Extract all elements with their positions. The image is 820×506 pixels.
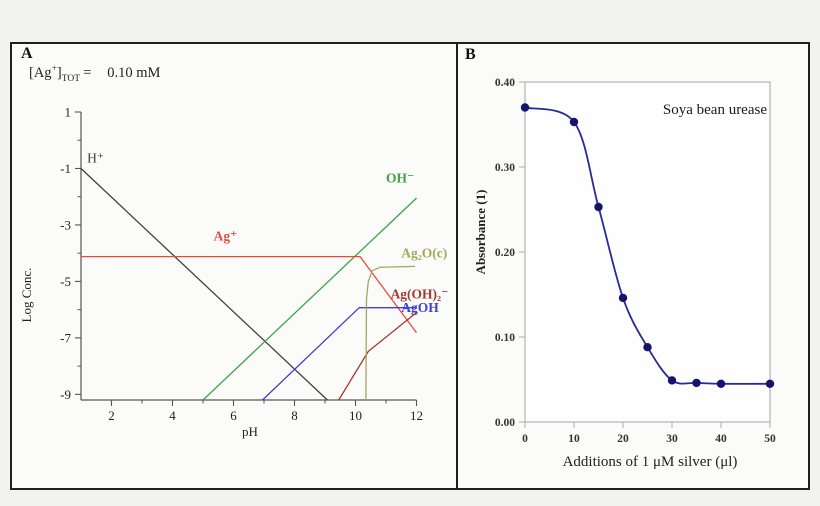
x-tick-label: 20 [617,433,629,445]
y-tick-label: 1 [65,105,72,120]
y-tick-label: -9 [60,387,71,402]
x-tick-label: 12 [410,408,423,423]
y-tick-label: -3 [60,217,71,232]
AgOH-line [262,307,417,401]
y-tick-label: 0.00 [495,417,515,429]
annotation-value: 0.10 mM [107,65,161,81]
H+-label: H⁺ [87,150,104,165]
plot-frame [524,81,771,423]
data-point-marker [692,378,701,388]
OH--line [202,197,417,401]
x-tick-label: 8 [291,408,298,423]
panel-divider [456,42,458,490]
annotation-subscript: TOT [61,74,81,84]
Ag(OH)2--line [338,311,417,401]
Ag2O(c)-line [365,265,416,401]
AgOH-label: AgOH [401,300,439,315]
OH--label: OH⁻ [386,171,414,186]
y-tick-label: 0.40 [495,77,515,89]
Ag(OH)2--label: Ag(OH)₂⁻ [391,286,449,301]
Ag2O(c)-label: Ag₂O(c) [401,245,447,260]
panel-a-label: A [21,45,33,62]
data-point-marker [520,103,530,112]
total-silver-annotation: [Ag+]TOT = 0.10 mM [29,64,160,84]
plot-title: Soya bean urease [663,102,767,118]
urease-chart: 0.00 0.10 0.20 0.30 0.40 0 10 20 30 40 50 Soya bean… [495,77,776,445]
panel-b-label: B [465,46,476,63]
y-tick-label: 0.30 [495,162,515,174]
x-tick-label: 40 [715,433,727,445]
x-tick-label: 4 [169,408,176,423]
x-tick-label: 30 [666,433,678,445]
x-tick-label: 6 [230,408,237,423]
absorbance-curve [524,106,771,385]
data-point-marker [569,117,579,127]
annotation-bracket-close: ] [56,65,62,81]
data-point-marker [765,379,775,388]
data-point-marker [594,202,603,212]
data-point-marker [643,343,652,352]
y-tick-label: -1 [60,161,71,176]
y-tick-label: -7 [60,330,71,345]
y-tick-label: 0.20 [495,247,515,259]
y-tick-label: 0.10 [495,332,515,344]
x-tick-label: 0 [522,433,528,445]
y-tick-label: -5 [60,274,71,289]
annotation-superscript: + [51,64,57,74]
x-tick-label: 2 [108,408,115,423]
H+-line [80,168,328,401]
x-tick-label: 10 [349,408,362,423]
annotation-bracket-open: [Ag [29,65,52,81]
panel-b-x-axis-title: Additions of 1 μM silver (μl) [562,454,738,470]
x-tick-label: 50 [764,433,776,445]
annotation-equals: = [83,65,92,81]
panel-a-x-axis-title: pH [242,424,258,439]
x-tick-label: 10 [568,433,580,445]
data-point-marker [716,379,726,388]
data-point-marker [667,376,677,385]
data-point-marker [618,293,628,303]
Ag+-label: Ag⁺ [214,228,238,243]
